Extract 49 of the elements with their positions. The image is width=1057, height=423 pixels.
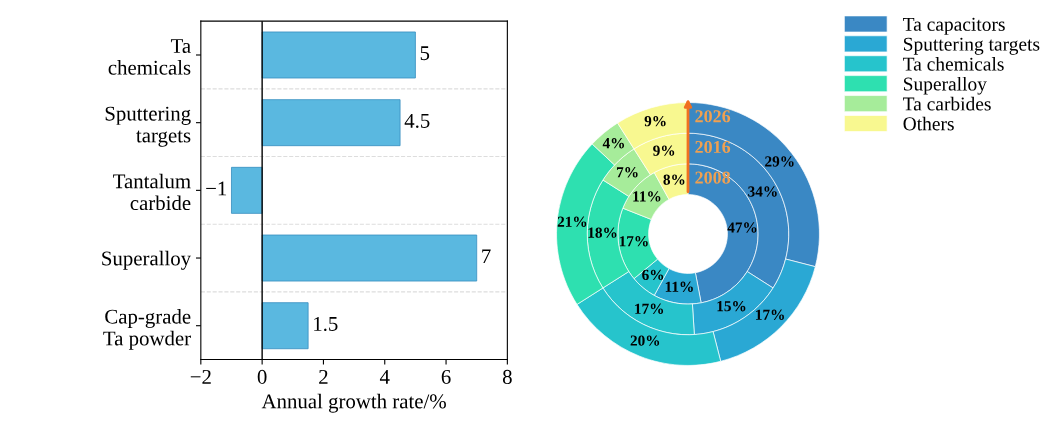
bar — [261, 31, 416, 79]
data-label: 17% — [619, 236, 648, 247]
x-tick-label: 8 — [502, 369, 512, 384]
data-label: 9% — [644, 115, 666, 127]
data-label: 21% — [557, 216, 587, 227]
legend-label: Others — [903, 116, 954, 131]
x-tick-label: 6 — [441, 369, 451, 384]
slice-label: 2026 — [695, 110, 731, 123]
data-label: 18% — [588, 227, 617, 238]
legend-label: Superalloy — [903, 76, 987, 95]
bar — [261, 302, 309, 350]
data-label: 11% — [665, 281, 693, 292]
data-label: 9% — [653, 145, 675, 156]
y-tick-label: Cap-grade Ta powder — [103, 309, 191, 350]
bar — [261, 99, 401, 147]
y-tick-label: Sputtering targets — [105, 106, 191, 147]
data-label: 6% — [642, 269, 664, 281]
data-label: 4% — [602, 138, 625, 149]
bar — [231, 166, 263, 214]
slice-label: 2008 — [695, 171, 731, 184]
data-label: 17% — [635, 303, 664, 314]
data-label: 1.5 — [314, 316, 338, 332]
data-label: 8% — [663, 174, 685, 185]
x-tick-label: 2 — [319, 369, 328, 384]
data-label: 20% — [630, 335, 660, 346]
data-label: 5 — [420, 46, 430, 61]
x-axis-title: Annual growth rate/% — [261, 393, 446, 413]
data-label: 7 — [482, 249, 491, 264]
x-tick-label: 4 — [379, 370, 390, 384]
x-tick-label: 0 — [257, 369, 267, 384]
y-tick-label: Superalloy — [102, 250, 192, 270]
legend-label: Sputtering targets — [903, 37, 1040, 55]
data-label: 7% — [617, 167, 638, 178]
data-label: 47% — [727, 222, 757, 233]
y-tick-label: Ta chemicals — [108, 39, 191, 75]
legend-label: Ta chemicals — [903, 57, 1004, 71]
data-label: 11% — [633, 191, 661, 202]
x-tick-label: −2 — [190, 369, 211, 384]
legend-label: Ta capacitors — [903, 17, 1005, 35]
data-label: 15% — [717, 301, 746, 312]
data-label: 29% — [765, 156, 794, 167]
slice-label: 2016 — [695, 140, 731, 154]
data-label: 4.5 — [404, 113, 430, 128]
y-tick-label: Tantalum carbide — [113, 173, 191, 211]
legend-label: Ta carbides — [903, 96, 991, 111]
data-label: −1 — [206, 181, 227, 196]
bar — [261, 234, 478, 282]
data-label: 34% — [748, 186, 777, 197]
data-label: 17% — [756, 309, 784, 320]
